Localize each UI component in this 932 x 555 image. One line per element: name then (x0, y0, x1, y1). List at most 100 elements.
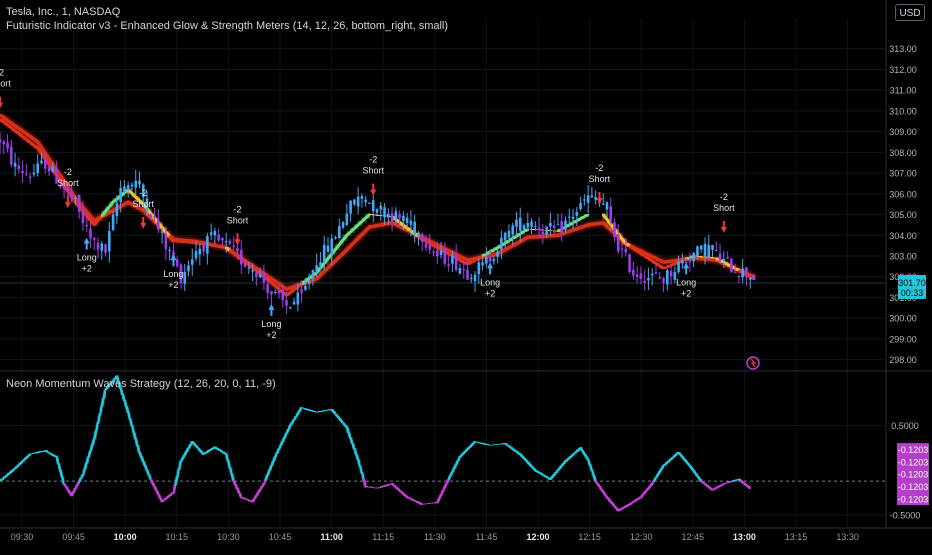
candle-body (636, 274, 639, 276)
candle-body (651, 274, 654, 275)
candle-body (530, 221, 533, 226)
candle-body (726, 257, 729, 258)
candle-body (274, 292, 277, 293)
price-tick-label: 309.00 (889, 127, 917, 137)
candle-body (0, 139, 1, 143)
candle-body (655, 273, 658, 274)
candle-body (545, 226, 548, 234)
candle-body (519, 218, 522, 231)
price-tick-label: 305.00 (889, 210, 917, 220)
candle-body (376, 209, 379, 213)
price-tick-label: 300.00 (889, 314, 917, 324)
time-tick-label: 10:45 (269, 532, 292, 542)
candle-body (715, 250, 718, 251)
signal-label: -2 (234, 204, 242, 214)
candle-body (474, 275, 477, 281)
candle-body (617, 234, 620, 251)
signal-label: +2 (168, 280, 178, 290)
candle-body (425, 244, 428, 248)
candle-body (455, 255, 458, 270)
price-tick-label: 298.00 (889, 355, 917, 365)
price-tick-label: 303.00 (889, 252, 917, 262)
signal-label: Short (589, 174, 611, 184)
candle-body (240, 250, 243, 265)
candle-body (628, 254, 631, 272)
price-tick-label: 304.00 (889, 231, 917, 241)
candle[interactable] (753, 274, 756, 280)
candle-body (591, 195, 594, 197)
candle-body (323, 245, 326, 262)
candle-body (2, 141, 5, 144)
time-tick-label: 11:15 (372, 532, 394, 542)
candle-body (319, 262, 322, 265)
candle-body (632, 270, 635, 276)
currency-button[interactable]: USD (895, 4, 925, 21)
candle-body (168, 250, 171, 251)
time-tick-label: 09:45 (62, 532, 85, 542)
candle-body (25, 174, 28, 175)
osc-tick-label: 0.5000 (891, 421, 919, 431)
symbol-legend[interactable]: Tesla, Inc., 1, NASDAQ (6, 6, 120, 18)
candle-body (583, 199, 586, 200)
oscillator-legend[interactable]: Neon Momentum Waves Strategy (12, 26, 20… (6, 378, 276, 390)
indicator-legend[interactable]: Futuristic Indicator v3 - Enhanced Glow … (6, 20, 448, 32)
candle-body (640, 274, 643, 279)
candle-body (440, 251, 443, 255)
candle-body (745, 267, 748, 277)
candle-body (500, 238, 503, 250)
candle-body (312, 270, 315, 278)
price-tick-label: 312.00 (889, 65, 917, 75)
candle-body (153, 216, 156, 218)
candle-body (681, 260, 684, 263)
candle-body (553, 225, 556, 228)
candle-body (436, 250, 439, 256)
osc-value-badge: -0.1203 (898, 445, 929, 455)
candle-body (496, 252, 499, 257)
candle-body (489, 257, 492, 262)
candle-body (349, 201, 352, 214)
candle-body (643, 281, 646, 283)
candle-body (40, 161, 43, 163)
signal-label: Short (0, 79, 11, 89)
candle-body (413, 222, 416, 235)
osc-tick-label: -0.5000 (890, 511, 921, 521)
candle-body (477, 262, 480, 274)
candle-body (557, 224, 560, 225)
candle-body (730, 258, 733, 271)
candle-body (410, 221, 413, 225)
price-tick-label: 313.00 (889, 44, 917, 54)
candle-body (327, 246, 330, 252)
candle-body (229, 241, 232, 244)
candle[interactable] (730, 258, 733, 273)
candle-body (621, 248, 624, 249)
candle-body (753, 275, 756, 280)
candle-body (560, 221, 563, 232)
candle-body (10, 147, 13, 165)
signal-label: +2 (485, 288, 495, 298)
candle-body (248, 268, 251, 269)
time-tick-label: 12:00 (526, 532, 549, 542)
candle-body (444, 249, 447, 264)
candle-body (511, 225, 514, 234)
time-tick-label: 11:00 (320, 532, 343, 542)
time-tick-label: 11:45 (475, 532, 497, 542)
candle-body (625, 249, 628, 253)
candle-body (259, 274, 262, 277)
candle-body (342, 222, 345, 227)
candle-body (217, 235, 220, 241)
candle-body (334, 237, 337, 238)
candle-body (549, 223, 552, 227)
candle-body (602, 204, 605, 205)
candle[interactable] (628, 253, 631, 273)
candle-body (89, 229, 92, 239)
candle-body (187, 265, 190, 271)
candle-body (466, 270, 469, 280)
osc-value-badge: -0.1203 (898, 457, 929, 467)
price-tick-label: 299.00 (889, 334, 917, 344)
candle-body (278, 291, 281, 293)
candle-body (387, 214, 390, 218)
candle-body (493, 259, 496, 261)
last-price-value: 301.70 (898, 278, 926, 288)
